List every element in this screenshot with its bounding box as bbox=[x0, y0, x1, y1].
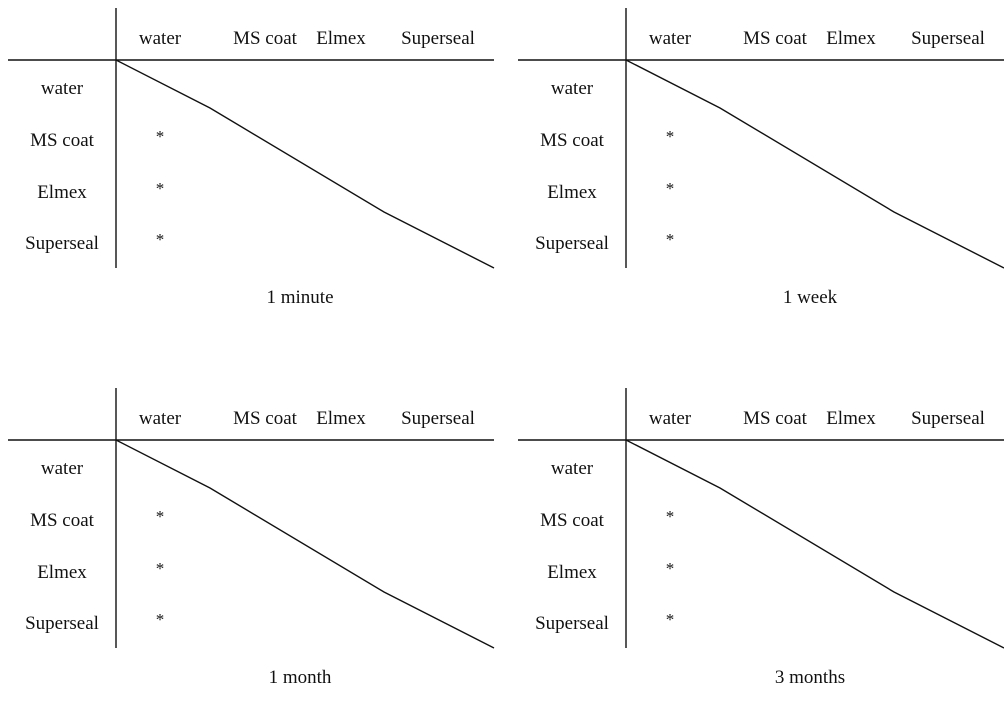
column-header: Superseal bbox=[911, 408, 985, 429]
row-label: Superseal bbox=[25, 233, 99, 254]
panel-caption: 1 minute bbox=[266, 287, 333, 308]
column-header: Superseal bbox=[911, 28, 985, 49]
significance-mark: * bbox=[666, 127, 675, 146]
row-label: MS coat bbox=[540, 510, 605, 531]
significance-mark: * bbox=[156, 127, 165, 146]
column-header: MS coat bbox=[743, 28, 808, 49]
column-header: Elmex bbox=[826, 28, 876, 49]
column-header: Elmex bbox=[826, 408, 876, 429]
row-label: Elmex bbox=[37, 182, 87, 203]
comparison-panel-2: water MS coat Elmex Superseal water MS coat * E… bbox=[510, 0, 1004, 345]
row-label: Superseal bbox=[25, 613, 99, 634]
comparison-table-3: water MS coat Elmex Superseal water MS coat * E… bbox=[8, 388, 495, 688]
panel-caption: 1 month bbox=[269, 667, 332, 688]
comparison-panel-3: water MS coat Elmex Superseal water MS coat * E… bbox=[0, 380, 502, 725]
comparison-table-1: water MS coat Elmex Superseal water MS coat * E… bbox=[8, 8, 495, 308]
row-label: MS coat bbox=[30, 510, 95, 531]
row-label: water bbox=[551, 458, 594, 479]
comparison-figure: water MS coat Elmex Superseal water MS coat * E… bbox=[0, 0, 1004, 688]
row-label: Superseal bbox=[535, 233, 609, 254]
significance-mark: * bbox=[156, 507, 165, 526]
significance-mark: * bbox=[156, 610, 165, 629]
comparison-table-2: water MS coat Elmex Superseal water MS coat * E… bbox=[518, 8, 1004, 308]
column-header: water bbox=[649, 408, 692, 429]
significance-mark: * bbox=[156, 179, 165, 198]
column-header: Superseal bbox=[401, 408, 475, 429]
row-label: water bbox=[551, 78, 594, 99]
column-header: Elmex bbox=[316, 28, 366, 49]
row-label: water bbox=[41, 78, 84, 99]
significance-mark: * bbox=[156, 559, 165, 578]
comparison-table-4: water MS coat Elmex Superseal water MS coat * E… bbox=[518, 388, 1004, 688]
column-header: water bbox=[139, 28, 182, 49]
column-header: Superseal bbox=[401, 28, 475, 49]
significance-mark: * bbox=[666, 610, 675, 629]
column-header: water bbox=[649, 28, 692, 49]
diagonal-divider bbox=[115, 439, 495, 649]
row-label: Elmex bbox=[547, 562, 597, 583]
column-header: MS coat bbox=[233, 408, 298, 429]
diagonal-divider bbox=[625, 439, 1004, 649]
panel-caption: 1 week bbox=[783, 287, 838, 308]
row-label: MS coat bbox=[30, 130, 95, 151]
column-header: MS coat bbox=[743, 408, 808, 429]
row-label: Elmex bbox=[547, 182, 597, 203]
comparison-panel-1: water MS coat Elmex Superseal water MS coat * E… bbox=[0, 0, 502, 345]
column-header: water bbox=[139, 408, 182, 429]
column-header: MS coat bbox=[233, 28, 298, 49]
row-label: MS coat bbox=[540, 130, 605, 151]
significance-mark: * bbox=[666, 507, 675, 526]
comparison-panel-4: water MS coat Elmex Superseal water MS coat * E… bbox=[510, 380, 1004, 725]
significance-mark: * bbox=[666, 179, 675, 198]
row-label: water bbox=[41, 458, 84, 479]
diagonal-divider bbox=[625, 59, 1004, 269]
significance-mark: * bbox=[156, 230, 165, 249]
row-label: Elmex bbox=[37, 562, 87, 583]
diagonal-divider bbox=[115, 59, 495, 269]
panel-caption: 3 months bbox=[775, 667, 845, 688]
significance-mark: * bbox=[666, 559, 675, 578]
column-header: Elmex bbox=[316, 408, 366, 429]
row-label: Superseal bbox=[535, 613, 609, 634]
significance-mark: * bbox=[666, 230, 675, 249]
